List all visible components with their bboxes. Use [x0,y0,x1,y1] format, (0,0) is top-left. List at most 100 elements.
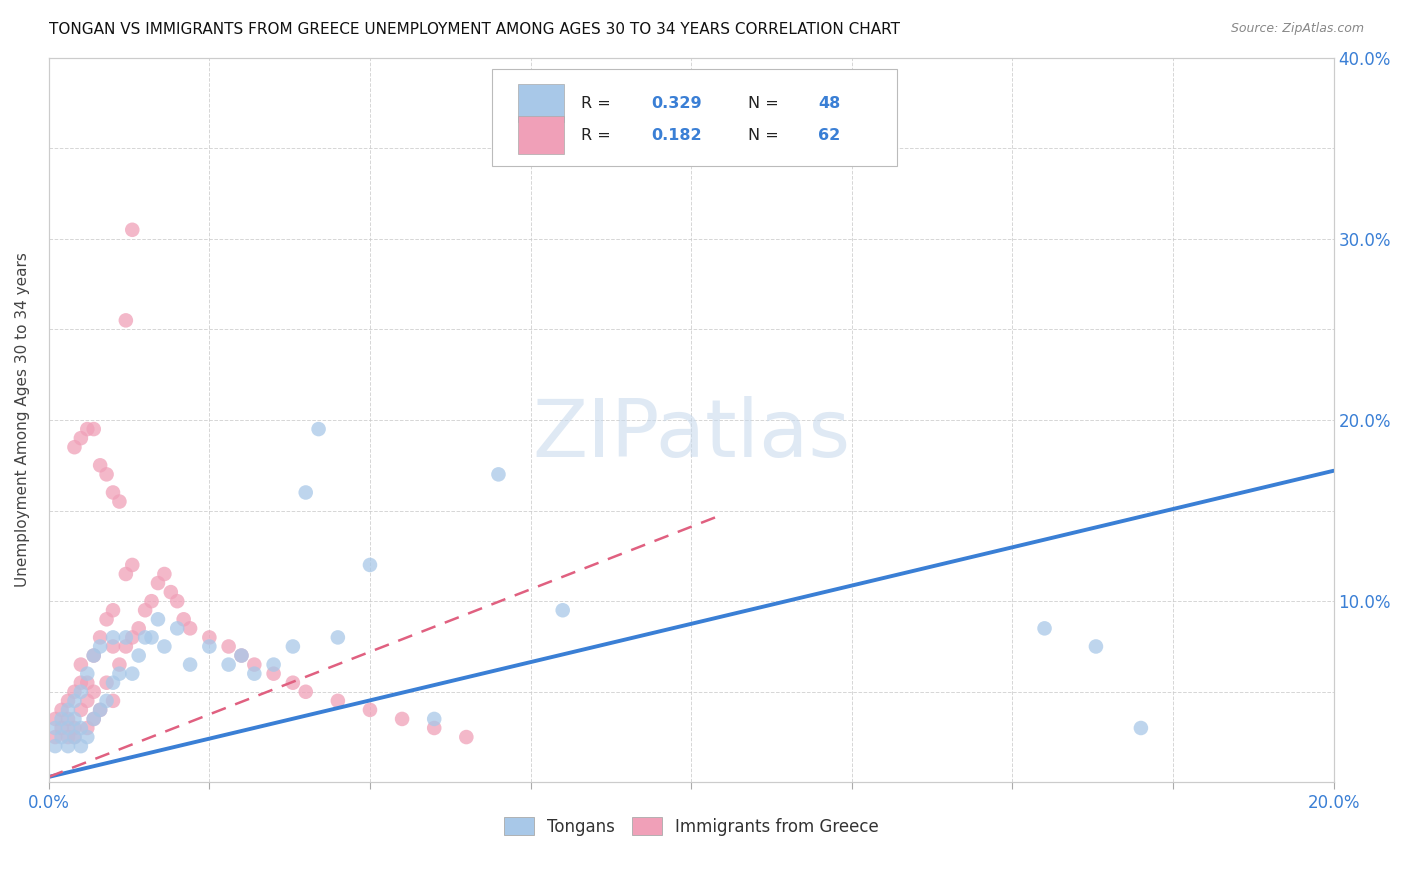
Point [101,485,124,500]
Point [76,666,98,681]
Point [70,657,93,672]
Point [56,712,79,726]
Point [243,666,266,681]
Point [56,739,79,753]
Point [218,657,240,672]
Text: Source: ZipAtlas.com: Source: ZipAtlas.com [1230,22,1364,36]
Point [70,739,93,753]
Point [173,612,195,626]
Point [134,631,156,645]
Point [423,712,446,726]
Point [134,603,156,617]
Point [101,603,124,617]
Point [56,721,79,735]
Point [391,712,413,726]
Point [166,594,188,608]
Point [121,631,143,645]
Point [96,694,118,708]
Point [101,631,124,645]
Point [96,612,118,626]
Point [89,640,111,654]
Point [89,703,111,717]
Text: TONGAN VS IMMIGRANTS FROM GREECE UNEMPLOYMENT AMONG AGES 30 TO 34 YEARS CORRELAT: TONGAN VS IMMIGRANTS FROM GREECE UNEMPLO… [49,22,900,37]
Point [1129,721,1152,735]
Point [108,657,131,672]
Point [128,648,150,663]
Point [115,631,138,645]
Point [76,730,98,744]
Point [51,730,73,744]
FancyBboxPatch shape [517,85,564,122]
Point [128,621,150,635]
Point [359,703,381,717]
Point [63,685,86,699]
Point [488,467,510,482]
Point [108,666,131,681]
Y-axis label: Unemployment Among Ages 30 to 34 years: Unemployment Among Ages 30 to 34 years [15,252,30,588]
Point [263,666,285,681]
Point [308,422,330,436]
Point [326,694,349,708]
Point [83,648,105,663]
Point [89,703,111,717]
Point [263,657,285,672]
Text: ZIPatlas: ZIPatlas [531,395,851,474]
Point [63,440,86,454]
Point [76,675,98,690]
Point [76,422,98,436]
Point [44,739,66,753]
Point [1033,621,1056,635]
Point [359,558,381,572]
Point [101,640,124,654]
Point [153,567,176,582]
Text: R =: R = [581,128,616,143]
Point [56,703,79,717]
Point [153,640,176,654]
Point [83,712,105,726]
Point [96,675,118,690]
Point [70,721,93,735]
Legend: Tongans, Immigrants from Greece: Tongans, Immigrants from Greece [503,817,879,836]
Text: R =: R = [581,95,616,111]
Point [101,675,124,690]
Point [56,730,79,744]
Point [63,730,86,744]
Point [83,712,105,726]
Point [63,712,86,726]
Point [83,422,105,436]
Point [101,694,124,708]
Point [294,685,316,699]
Text: N =: N = [748,128,783,143]
Point [115,567,138,582]
Point [56,694,79,708]
Point [141,631,163,645]
Text: N =: N = [748,95,783,111]
Point [70,431,93,445]
Point [89,458,111,473]
Point [218,640,240,654]
Point [326,631,349,645]
Text: 62: 62 [818,128,841,143]
Point [294,485,316,500]
Point [243,657,266,672]
Point [44,730,66,744]
Point [166,621,188,635]
FancyBboxPatch shape [517,116,564,154]
Point [51,712,73,726]
Text: 48: 48 [818,95,841,111]
Point [63,694,86,708]
Point [1084,640,1107,654]
Point [70,703,93,717]
Point [44,712,66,726]
Point [63,721,86,735]
Point [198,640,221,654]
Point [70,685,93,699]
Point [121,223,143,237]
Point [76,721,98,735]
Point [115,313,138,327]
Point [83,648,105,663]
Point [70,675,93,690]
Point [83,685,105,699]
Point [231,648,253,663]
Point [551,603,574,617]
